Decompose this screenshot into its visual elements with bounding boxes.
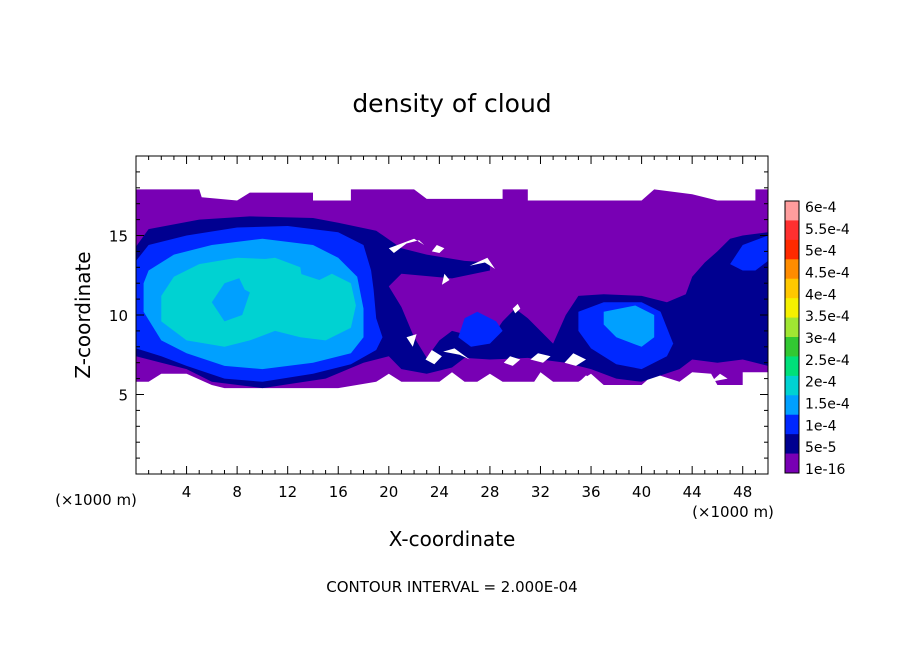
y-tick-label: 15 (109, 228, 128, 246)
colorbar-swatch (785, 201, 799, 221)
colorbar-label: 4.5e-4 (805, 266, 850, 282)
colorbar-swatch (785, 414, 799, 435)
colorbar-label: 5e-5 (805, 440, 836, 456)
x-unit-right: (×1000 m) (692, 503, 774, 521)
colorbar-swatch (785, 298, 799, 319)
colorbar-swatch (785, 239, 799, 260)
x-tick-label: 28 (480, 483, 499, 501)
colorbar-label: 1.5e-4 (805, 397, 850, 413)
colorbar-label: 5.5e-4 (805, 222, 850, 238)
clear-gap-11 (580, 375, 595, 382)
colorbar-swatch (785, 453, 799, 474)
colorbar-label: 2e-4 (805, 375, 837, 391)
colorbar: 6e-4 5.5e-4 5e-4 4.5e-4 4e-4 3.5e-4 3e-4 2.5e-4… (784, 200, 850, 478)
contour-region-7 (603, 305, 655, 347)
contour-region-5 (730, 235, 768, 271)
y-axis-label: Z-coordinate (71, 251, 95, 378)
colorbar-label: 2.5e-4 (805, 353, 850, 369)
chart-title: density of cloud (352, 89, 551, 118)
clear-gap-2 (469, 257, 495, 269)
clear-gap-0 (388, 238, 425, 253)
colorbar-swatch (785, 220, 799, 241)
x-tick-label: 16 (329, 483, 348, 501)
colorbar-label: 6e-4 (805, 200, 837, 216)
x-tick-label: 20 (379, 483, 398, 501)
colorbar-swatch (785, 317, 799, 338)
colorbar-swatch (785, 278, 799, 299)
contour-region-8 (161, 257, 356, 347)
colorbar-swatch (785, 434, 799, 455)
x-tick-label: 8 (232, 483, 242, 501)
clear-gap-3 (406, 334, 417, 347)
x-tick-label: 40 (632, 483, 651, 501)
clear-gap-9 (512, 303, 521, 314)
colorbar-label: 5e-4 (805, 244, 837, 260)
clear-gap-7 (530, 353, 551, 363)
x-axis: 4 8 12 16 20 24 28 32 36 40 44 48 (148, 156, 756, 501)
colorbar-label: 1e-16 (805, 462, 845, 478)
x-tick-label: 24 (430, 483, 449, 501)
colorbar-swatch (785, 395, 799, 416)
contour-region-9 (211, 276, 250, 322)
x-axis-label: X-coordinate (389, 527, 516, 551)
colorbar-label: 4e-4 (805, 287, 837, 303)
y-axis: 5 10 15 (109, 171, 768, 459)
colorbar-label: 3.5e-4 (805, 309, 850, 325)
x-tick-label: 48 (733, 483, 752, 501)
clear-gap-6 (503, 356, 521, 366)
x-tick-label: 12 (278, 483, 297, 501)
plot-area (136, 189, 768, 389)
x-tick-label: 36 (581, 483, 600, 501)
x-tick-label: 4 (182, 483, 192, 501)
contour-interval-note: CONTOUR INTERVAL = 2.000E-04 (326, 578, 577, 596)
colorbar-swatch (785, 375, 799, 396)
x-tick-label: 44 (683, 483, 702, 501)
clear-gap-8 (564, 353, 586, 366)
colorbar-swatch (785, 337, 799, 357)
x-tick-label: 32 (531, 483, 550, 501)
contour-region-10 (237, 257, 303, 300)
clear-gap-1 (431, 245, 445, 253)
y-tick-label: 5 (118, 387, 128, 405)
clear-gap-5 (443, 348, 470, 360)
colorbar-swatch (785, 356, 799, 377)
colorbar-swatch (785, 259, 799, 280)
colorbar-frame (784, 200, 800, 474)
y-tick-label: 10 (109, 307, 128, 325)
clear-gap-4 (425, 350, 442, 365)
contour-region-3 (458, 311, 503, 347)
colorbar-label: 3e-4 (805, 331, 837, 347)
x-unit-left: (×1000 m) (55, 491, 137, 509)
colorbar-label: 1e-4 (805, 418, 837, 434)
clear-gap-12 (711, 373, 728, 382)
clear-gap-10 (441, 273, 450, 285)
